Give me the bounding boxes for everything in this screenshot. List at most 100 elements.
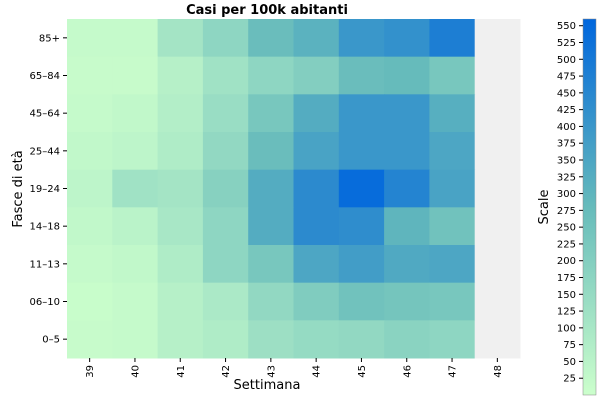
colorbar-tick-label: 175	[557, 273, 576, 284]
heatmap-cell	[293, 56, 340, 95]
heatmap-cell	[157, 207, 204, 246]
heatmap-cell	[384, 282, 430, 321]
heatmap-cell	[293, 282, 340, 321]
heatmap-cell	[112, 132, 159, 171]
heatmap-cell	[248, 207, 294, 246]
colorbar: 25 50 75 100 125 150 175 200 225 250 275 300 325 350 3…	[537, 18, 597, 396]
y-tick-label: 06–10	[30, 297, 60, 308]
heatmap-cell	[293, 169, 340, 208]
heatmap-cell	[202, 282, 249, 321]
y-tick-label: 14–18	[30, 222, 60, 233]
y-axis-ticks: 85+ 65–84 45–64 25–44 19–24 14–18 11–13 06–10 0–…	[30, 33, 67, 346]
heatmap-cell	[338, 132, 385, 171]
y-tick-label: 11–13	[30, 259, 60, 270]
heatmap-cell	[112, 169, 159, 208]
heatmap-cell	[67, 282, 113, 321]
heatmap-cell	[67, 320, 113, 359]
colorbar-tick-label: 50	[563, 357, 576, 368]
colorbar-tick-label: 225	[557, 239, 576, 250]
heatmap-cell	[429, 245, 476, 284]
colorbar-tick-label: 450	[557, 88, 576, 99]
heatmap-cell	[157, 169, 204, 208]
heatmap-cell	[429, 169, 476, 208]
colorbar-tick-label: 100	[557, 323, 576, 334]
heatmap-cell	[338, 207, 385, 246]
y-tick-label: 0–5	[42, 335, 60, 346]
heatmap-cell	[384, 320, 430, 359]
colorbar-tick-label: 150	[557, 290, 576, 301]
colorbar-tick-label: 525	[557, 38, 576, 49]
heatmap-cell	[384, 169, 430, 208]
heatmap-cell	[157, 94, 204, 133]
heatmap-cell	[474, 56, 521, 95]
heatmap-cell	[248, 320, 294, 359]
heatmap-cell	[293, 320, 340, 359]
heatmap-cell	[112, 19, 159, 58]
x-tick-label: 42	[221, 365, 232, 378]
heatmap-cell	[112, 282, 159, 321]
heatmap-cell	[112, 207, 159, 246]
colorbar-gradient	[582, 18, 597, 396]
heatmap-cell	[474, 19, 521, 58]
heatmap-cell	[157, 56, 204, 95]
chart-title: Casi per 100k abitanti	[186, 3, 348, 18]
colorbar-tick-label: 550	[557, 21, 576, 32]
heatmap-cell	[293, 207, 340, 246]
colorbar-tick-label: 25	[563, 374, 576, 385]
heatmap-cell	[248, 169, 294, 208]
heatmap-cell	[429, 282, 476, 321]
heatmap-cell	[248, 282, 294, 321]
x-tick-label: 45	[357, 365, 368, 378]
x-tick-label: 41	[176, 365, 187, 378]
heatmap-cell	[338, 19, 385, 58]
heatmap-cell	[338, 169, 385, 208]
heatmap-cell	[474, 282, 521, 321]
heatmap-cell	[157, 132, 204, 171]
heatmap-cell	[429, 320, 476, 359]
x-tick-label: 47	[448, 365, 459, 378]
heatmap-cell	[157, 320, 204, 359]
heatmap-cell	[202, 19, 249, 58]
colorbar-tick-label: 475	[557, 72, 576, 83]
heatmap-cell	[202, 207, 249, 246]
heatmap-cell	[248, 19, 294, 58]
heatmap-cell	[67, 132, 113, 171]
heatmap-cell	[384, 132, 430, 171]
x-tick-label: 44	[312, 365, 323, 378]
heatmap-cell	[202, 56, 249, 95]
colorbar-tick-label: 125	[557, 307, 576, 318]
heatmap-cell	[384, 207, 430, 246]
heatmap-cell	[429, 19, 476, 58]
heatmap-cell	[429, 207, 476, 246]
y-tick-label: 65–84	[30, 71, 60, 82]
heatmap-cell	[202, 169, 249, 208]
colorbar-tick-label: 500	[557, 55, 576, 66]
heatmap-cell	[67, 56, 113, 95]
x-tick-label: 48	[493, 365, 504, 378]
heatmap-cell	[112, 245, 159, 284]
heatmap-cell	[338, 56, 385, 95]
heatmap-cell	[338, 282, 385, 321]
x-axis-ticks: 39 40 41 42 43 44 45 46 47 48	[85, 358, 504, 378]
y-tick-label: 45–64	[30, 109, 60, 120]
heatmap-cell	[67, 207, 113, 246]
colorbar-tick-label: 425	[557, 105, 576, 116]
colorbar-tick-label: 300	[557, 189, 576, 200]
heatmap-cell	[67, 19, 113, 58]
heatmap-cell	[429, 132, 476, 171]
heatmap-cells	[67, 19, 521, 359]
colorbar-tick-label: 350	[557, 156, 576, 167]
heatmap-cell	[384, 94, 430, 133]
heatmap-cell	[293, 245, 340, 284]
heatmap-cell	[157, 245, 204, 284]
heatmap-cell	[293, 19, 340, 58]
heatmap-cell	[338, 320, 385, 359]
heatmap-cell	[338, 245, 385, 284]
y-axis-title: Fasce di età	[11, 150, 26, 227]
heatmap-cell	[384, 245, 430, 284]
x-axis-title: Settimana	[234, 378, 301, 393]
heatmap-cell	[248, 94, 294, 133]
heatmap-cell	[112, 320, 159, 359]
heatmap-cell	[384, 19, 430, 58]
